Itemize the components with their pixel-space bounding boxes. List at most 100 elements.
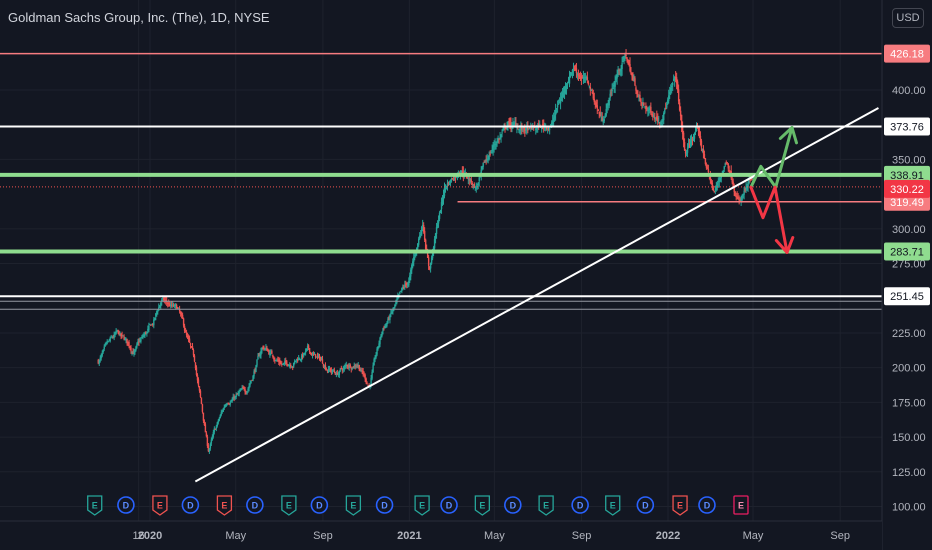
- event-marker-dividend: D: [375, 496, 394, 514]
- event-label: D: [642, 501, 649, 511]
- candle-body: [646, 107, 648, 110]
- candle-body: [301, 354, 304, 357]
- price-badge-label: 319.49: [890, 197, 924, 209]
- candle-body: [436, 224, 439, 227]
- candle-body: [731, 178, 733, 183]
- time-tick-label: Sep: [830, 530, 850, 542]
- candle-body: [146, 331, 148, 334]
- price-badge-251.45: 251.45: [884, 287, 930, 306]
- candle-body: [724, 163, 726, 166]
- price-badge-label: 251.45: [890, 291, 924, 303]
- candle-body: [231, 399, 233, 402]
- candle-body: [678, 102, 681, 111]
- candle-body: [527, 125, 529, 131]
- candle-body: [598, 111, 600, 115]
- candle-body: [116, 330, 118, 332]
- candle-body: [453, 177, 456, 181]
- candle-body: [191, 346, 194, 350]
- candle-body: [374, 357, 376, 360]
- candle-body: [654, 117, 656, 120]
- candle-body: [442, 194, 445, 200]
- earnings-icon: [672, 495, 688, 516]
- event-marker-dividend: D: [504, 496, 522, 514]
- candle-body: [358, 364, 360, 370]
- candle-body: [596, 105, 598, 109]
- candle-body: [159, 305, 161, 308]
- candle-body: [202, 412, 205, 421]
- candle-body: [217, 420, 220, 423]
- candle-body: [546, 128, 549, 130]
- candle-body: [431, 250, 434, 259]
- candle-body: [222, 408, 224, 412]
- candle-body: [554, 110, 557, 116]
- candle-body: [584, 76, 587, 78]
- candle-body: [693, 133, 696, 139]
- candle-body: [168, 303, 170, 305]
- candle-body: [670, 86, 673, 88]
- candle-body: [478, 177, 480, 182]
- candle-body: [558, 102, 561, 104]
- candle-body: [331, 370, 334, 373]
- candle-body: [635, 87, 637, 91]
- candle-body: [555, 108, 558, 110]
- candle-body: [292, 366, 294, 368]
- candle-body: [697, 127, 700, 131]
- candle-body: [189, 343, 192, 346]
- candle-body: [311, 354, 314, 356]
- candle-body: [203, 421, 206, 426]
- candle-body: [156, 311, 158, 315]
- candle-body: [247, 388, 249, 392]
- candle-body: [432, 247, 435, 252]
- candle-body: [355, 366, 357, 368]
- event-label: E: [677, 501, 683, 511]
- price-tick-label: 100.00: [892, 502, 926, 514]
- candle-body: [740, 198, 742, 203]
- candle-body: [351, 367, 353, 369]
- candle-body: [471, 182, 473, 185]
- candle-body: [323, 365, 326, 367]
- candle-body: [216, 422, 219, 427]
- candle-body: [299, 359, 302, 361]
- drawings: [194, 107, 879, 483]
- price-badge-bg: [884, 165, 930, 184]
- candle-body: [594, 103, 596, 105]
- candle-body: [628, 61, 630, 66]
- candle-body: [716, 182, 719, 186]
- price-axis[interactable]: 100.00 125.00 150.00 175.00 200.00 225.00 275.…: [881, 0, 932, 550]
- candle-body: [502, 129, 504, 131]
- price-badge-bg: [884, 179, 930, 198]
- candle-body: [293, 362, 295, 367]
- price-tick-label: 125.00: [892, 467, 926, 479]
- candle-body: [571, 69, 574, 73]
- candle-body: [672, 78, 675, 81]
- grid-lines: [0, 0, 882, 521]
- candle-body: [393, 307, 395, 309]
- candle-body: [745, 186, 747, 190]
- event-marker-dividend: D: [440, 496, 458, 514]
- price-badge-426.18: 426.18: [884, 44, 930, 63]
- candle-body: [489, 153, 491, 155]
- candle-body: [401, 288, 403, 291]
- candle-body: [404, 284, 406, 289]
- candle-body: [277, 359, 279, 361]
- currency-button[interactable]: USD: [892, 8, 924, 28]
- event-marker-earnings-miss: E: [672, 495, 688, 516]
- candle-body: [433, 239, 436, 249]
- candle-body: [408, 281, 410, 286]
- candle-body: [712, 187, 715, 191]
- event-marker-earnings: E: [414, 495, 430, 516]
- candle-body: [707, 169, 710, 173]
- candle-body: [302, 353, 305, 357]
- candle-body: [232, 396, 234, 401]
- candle-body: [370, 378, 372, 385]
- candle-body: [391, 311, 393, 314]
- candle-body: [694, 131, 697, 133]
- candle-body: [134, 349, 136, 353]
- candle-body: [236, 393, 238, 395]
- candle-body: [326, 369, 329, 372]
- candle-body: [497, 139, 499, 143]
- candle-body: [359, 368, 361, 372]
- candle-body: [467, 177, 470, 180]
